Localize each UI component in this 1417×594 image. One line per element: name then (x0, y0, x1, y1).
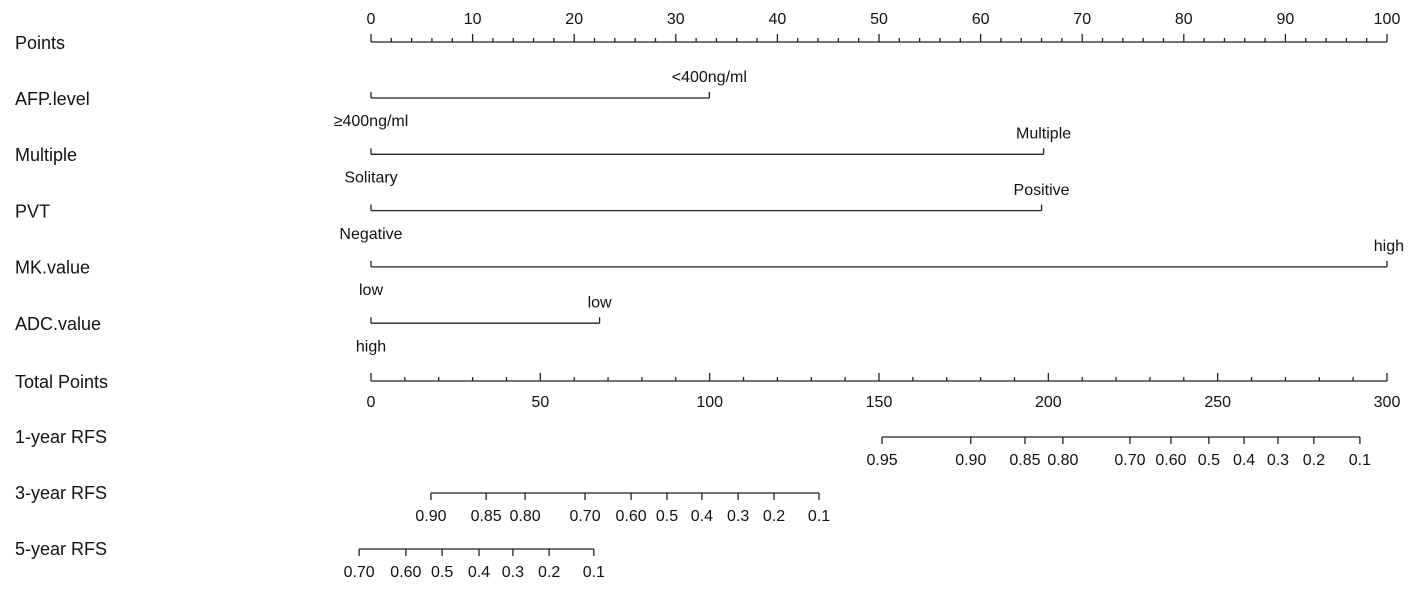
x-tick-label: 150 (866, 394, 893, 411)
level-label: Positive (1014, 182, 1070, 199)
x-tick-label: 300 (1374, 394, 1401, 411)
tick-label: 0.5 (656, 508, 678, 525)
tick-label: 0.60 (616, 508, 647, 525)
tick-label: 0.3 (727, 508, 749, 525)
tick-label: 0.70 (1114, 452, 1145, 469)
level-label: high (1374, 238, 1404, 255)
row-label: 3-year RFS (15, 483, 107, 503)
x-tick-label: 200 (1035, 394, 1062, 411)
tick-label: 0.60 (390, 564, 421, 581)
tick-label: 0.3 (1267, 452, 1289, 469)
tick-label: 0.3 (502, 564, 524, 581)
x-tick-label: 30 (667, 11, 685, 28)
tick-label: 0.1 (1349, 452, 1371, 469)
tick-label: 0.5 (431, 564, 453, 581)
level-label: high (356, 338, 386, 355)
tick-label: 0.90 (955, 452, 986, 469)
tick-label: 0.4 (468, 564, 490, 581)
tick-label: 0.2 (763, 508, 785, 525)
tick-label: 0.2 (1303, 452, 1325, 469)
x-tick-label: 0 (367, 394, 376, 411)
level-label: <400ng/ml (672, 69, 747, 86)
tick-label: 0.85 (471, 508, 502, 525)
row-label: AFP.level (15, 89, 90, 109)
x-tick-label: 100 (696, 394, 723, 411)
row-label: 1-year RFS (15, 427, 107, 447)
x-tick-label: 20 (565, 11, 583, 28)
x-tick-label: 100 (1374, 11, 1401, 28)
tick-label: 0.90 (415, 508, 446, 525)
x-tick-label: 70 (1073, 11, 1091, 28)
tick-label: 0.1 (808, 508, 830, 525)
row-label: Points (15, 33, 65, 53)
x-tick-label: 60 (972, 11, 990, 28)
row-label: 5-year RFS (15, 539, 107, 559)
row-label: Total Points (15, 372, 108, 392)
tick-label: 0.80 (510, 508, 541, 525)
level-label: Solitary (344, 170, 397, 187)
tick-label: 0.70 (344, 564, 375, 581)
x-tick-label: 40 (769, 11, 787, 28)
x-tick-label: 80 (1175, 11, 1193, 28)
tick-label: 0.85 (1009, 452, 1040, 469)
x-tick-label: 90 (1277, 11, 1295, 28)
tick-label: 0.5 (1198, 452, 1220, 469)
tick-label: 0.60 (1155, 452, 1186, 469)
level-label: Negative (339, 226, 402, 243)
row-label: ADC.value (15, 314, 101, 334)
tick-label: 0.4 (1233, 452, 1255, 469)
level-label: Multiple (1016, 126, 1071, 143)
x-tick-label: 250 (1204, 394, 1231, 411)
row-label: Multiple (15, 145, 77, 165)
level-label: low (359, 282, 383, 299)
tick-label: 0.95 (866, 452, 897, 469)
x-tick-label: 50 (870, 11, 888, 28)
tick-label: 0.4 (691, 508, 713, 525)
tick-label: 0.80 (1047, 452, 1078, 469)
tick-label: 0.2 (538, 564, 560, 581)
x-tick-label: 10 (464, 11, 482, 28)
tick-label: 0.1 (583, 564, 605, 581)
level-label: ≥400ng/ml (334, 113, 409, 130)
x-tick-label: 0 (367, 11, 376, 28)
row-label: MK.value (15, 258, 90, 278)
row-label: PVT (15, 201, 50, 221)
tick-label: 0.70 (569, 508, 600, 525)
level-label: low (588, 294, 612, 311)
x-tick-label: 50 (531, 394, 549, 411)
